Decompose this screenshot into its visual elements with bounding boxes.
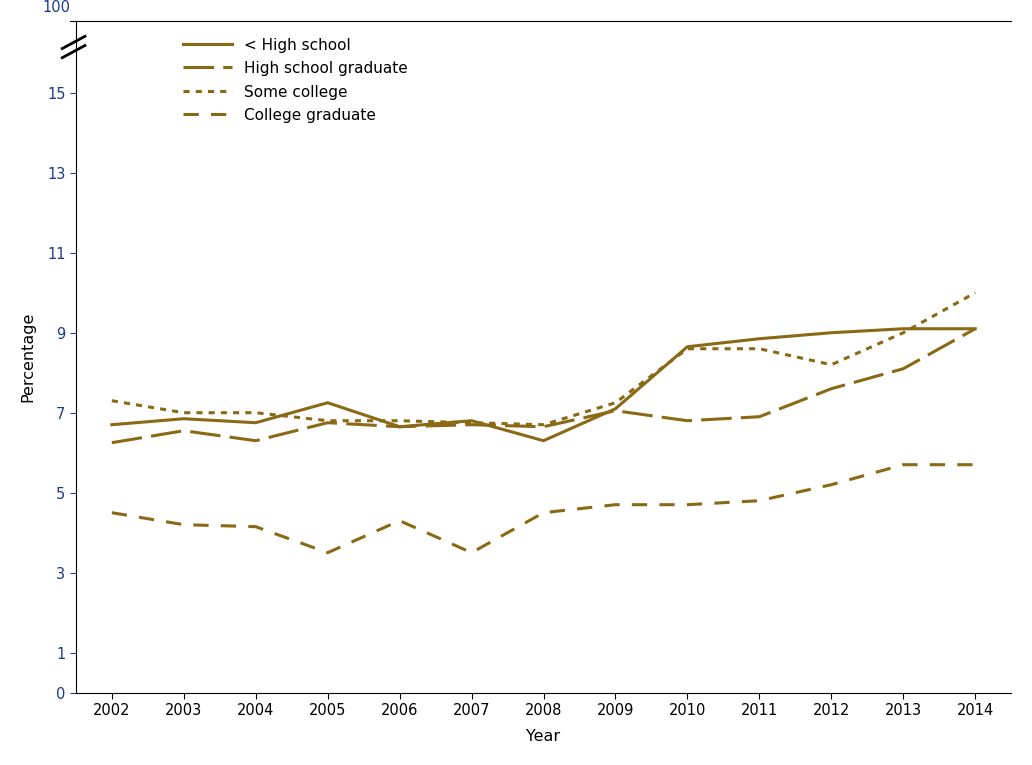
Legend: < High school, High school graduate, Some college, College graduate: < High school, High school graduate, Som… xyxy=(178,32,414,129)
Text: 100: 100 xyxy=(42,0,71,15)
Y-axis label: Percentage: Percentage xyxy=(21,311,36,402)
X-axis label: Year: Year xyxy=(526,729,560,744)
